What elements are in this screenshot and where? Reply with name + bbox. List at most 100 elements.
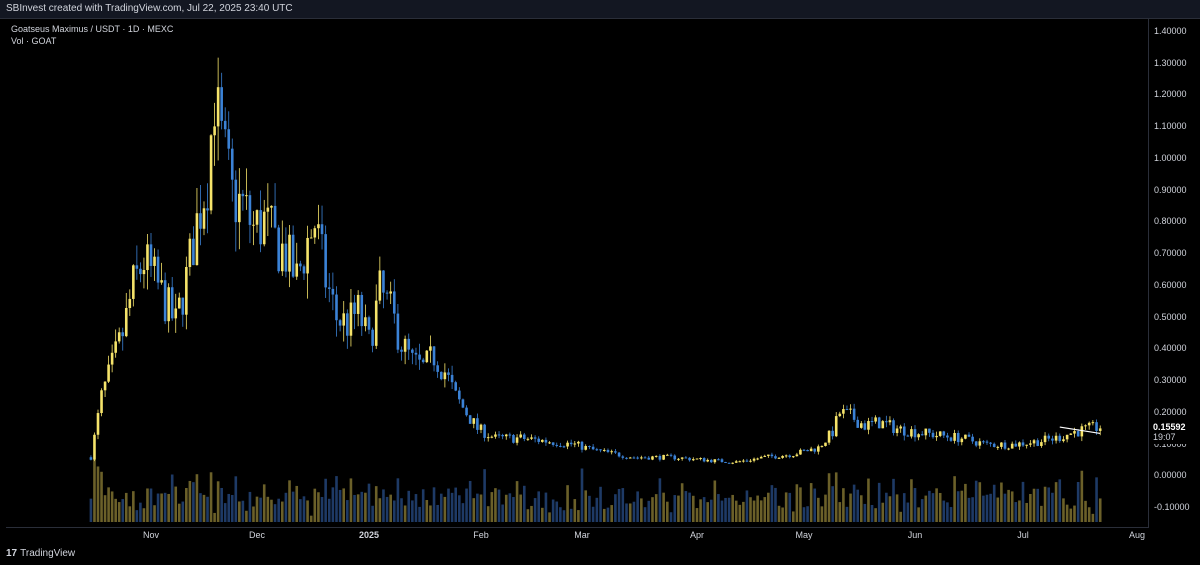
- volume-bar: [717, 494, 720, 522]
- volume-bar: [666, 501, 669, 522]
- volume-bar: [544, 492, 548, 522]
- volume-bar: [845, 506, 849, 522]
- volume-bar: [749, 497, 752, 522]
- candle-body: [899, 426, 902, 429]
- volume-bar: [742, 501, 745, 522]
- volume-bar: [669, 512, 673, 522]
- volume-bar: [1054, 482, 1058, 522]
- candle-body: [512, 435, 515, 443]
- volume-bar: [935, 488, 938, 522]
- candle-body: [992, 443, 996, 447]
- candle-body: [378, 270, 382, 301]
- volume-bar: [1084, 500, 1087, 522]
- volume-bar: [472, 498, 476, 522]
- candle-body: [302, 266, 306, 274]
- volume-bar: [1069, 508, 1073, 522]
- candle-body: [813, 448, 817, 452]
- volume-bar: [1095, 477, 1098, 522]
- candle-body: [291, 234, 295, 277]
- candle-body: [752, 458, 756, 461]
- candle-body: [1025, 444, 1028, 446]
- volume-bar: [284, 492, 288, 522]
- volume-bar: [949, 507, 953, 522]
- candle-body: [920, 434, 924, 436]
- volume-bar: [895, 494, 899, 522]
- volume-bar: [756, 495, 759, 522]
- volume-bar: [802, 507, 806, 522]
- symbol-label[interactable]: Goatseus Maximus / USDT · 1D · MEXC: [11, 24, 174, 34]
- volume-bar: [121, 499, 125, 522]
- trendline[interactable]: [1059, 426, 1101, 435]
- plot-area[interactable]: [6, 19, 1149, 528]
- candle-body: [1058, 435, 1062, 442]
- volume-bar: [899, 511, 902, 522]
- price-tick-label: 0.20000: [1154, 406, 1187, 417]
- volume-bar: [1010, 491, 1014, 522]
- volume-bar: [1065, 504, 1069, 522]
- candle-body: [96, 413, 100, 435]
- candle-body: [93, 434, 96, 460]
- volume-bar: [759, 500, 763, 522]
- candle-body: [727, 462, 731, 464]
- candle-body: [913, 429, 917, 438]
- candle-body: [403, 338, 407, 352]
- candle-body: [537, 438, 541, 442]
- volume-label[interactable]: Vol · GOAT: [11, 36, 57, 46]
- volume-bar: [468, 480, 472, 522]
- candle-body: [566, 442, 569, 447]
- volume-bar: [881, 502, 885, 522]
- volume-bar: [291, 491, 295, 522]
- volume-bar: [834, 472, 838, 522]
- candle-body: [367, 317, 371, 330]
- volume-bar: [149, 488, 153, 522]
- candle-body: [461, 399, 465, 408]
- candle-body: [654, 455, 658, 457]
- volume-bar: [806, 506, 809, 522]
- candle-body: [346, 313, 349, 336]
- candle-body: [717, 459, 720, 461]
- volume-bar: [331, 487, 335, 522]
- volume-bar: [647, 500, 651, 522]
- price-tick-label: 0.00000: [1154, 470, 1187, 481]
- candle-body: [100, 390, 103, 414]
- volume-bar: [702, 497, 706, 522]
- candle-body: [432, 346, 436, 366]
- candle-body: [584, 446, 588, 450]
- volume-bar: [199, 493, 202, 522]
- candle-body: [573, 443, 577, 445]
- volume-bar: [1087, 507, 1091, 522]
- volume-bar: [110, 491, 114, 522]
- volume-bar: [720, 500, 724, 522]
- candle-body: [949, 437, 953, 441]
- tradingview-footer[interactable]: 17 TradingView: [6, 548, 75, 559]
- candle-body: [306, 237, 309, 274]
- volume-bar: [107, 487, 110, 522]
- candle-body: [479, 424, 483, 430]
- candle-body: [595, 449, 599, 451]
- candle-body: [309, 237, 313, 239]
- volume-bar: [213, 512, 216, 522]
- candle-body: [266, 207, 270, 212]
- candle-body: [888, 420, 892, 423]
- volume-bar: [262, 484, 266, 522]
- time-tick-label: Jun: [907, 530, 923, 540]
- candle-body: [1062, 439, 1065, 442]
- volume-bar: [902, 493, 906, 522]
- candle-body: [709, 459, 713, 463]
- volume-bar: [856, 489, 860, 522]
- candle-body: [831, 430, 834, 437]
- candle-body: [985, 441, 989, 443]
- volume-bar: [392, 500, 396, 522]
- candle-body: [978, 441, 982, 446]
- candle-body: [526, 438, 530, 440]
- candle-body: [621, 456, 625, 458]
- candle-body: [946, 435, 949, 438]
- volume-bar: [1047, 487, 1051, 522]
- volume-bar: [781, 507, 784, 522]
- candle-body: [234, 179, 238, 223]
- candle-body: [515, 437, 519, 443]
- volume-bar: [407, 490, 411, 522]
- volume-bar: [874, 508, 877, 522]
- volume-bar: [378, 498, 382, 522]
